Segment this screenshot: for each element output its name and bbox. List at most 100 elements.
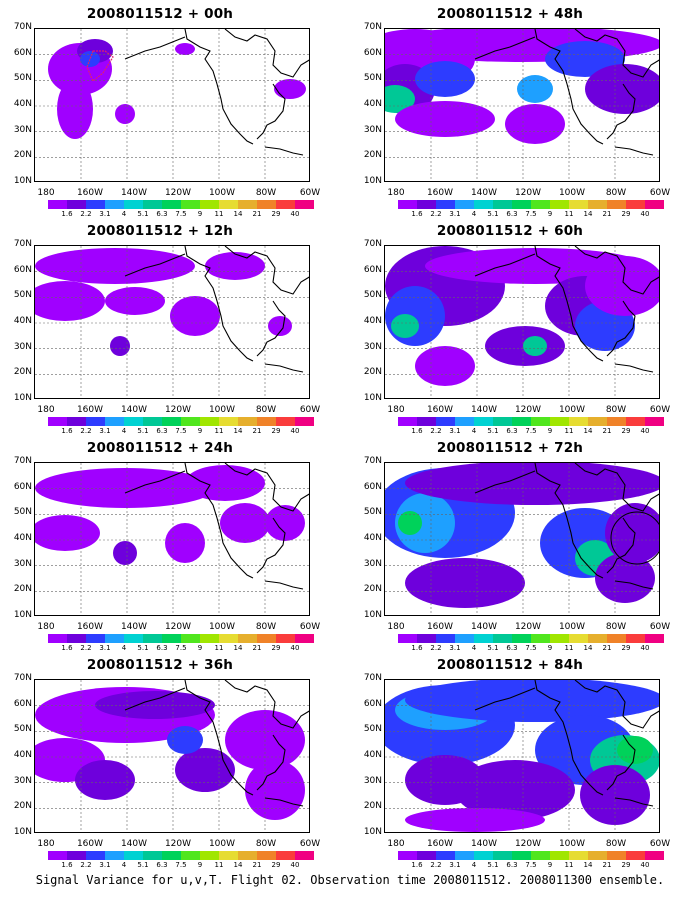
colorbar-swatch xyxy=(219,851,238,860)
latitude-label: 60N xyxy=(13,264,32,275)
variance-contour xyxy=(105,287,165,315)
variance-contour xyxy=(35,515,100,551)
colorbar-label: 1.6 xyxy=(411,861,423,869)
latitude-label: 50N xyxy=(13,724,32,735)
longitude-label: 100W xyxy=(558,188,586,198)
colorbar-swatch xyxy=(455,634,474,643)
colorbar-label: 5.1 xyxy=(137,644,149,652)
colorbar-label: 3.1 xyxy=(449,644,461,652)
colorbar-swatch xyxy=(493,200,512,209)
colorbar-label: 1.6 xyxy=(411,644,423,652)
colorbar-swatch xyxy=(105,851,124,860)
latitude-label: 50N xyxy=(13,290,32,301)
colorbar-swatch xyxy=(455,851,474,860)
map-plot xyxy=(34,679,310,833)
colorbar-swatch xyxy=(455,417,474,426)
panel-48h: 2008011512 + 48h 70N 60N 50N 40N 30N 20N 10N 18… xyxy=(350,0,690,218)
colorbar-swatch xyxy=(531,851,550,860)
longitude-label: 120W xyxy=(164,188,192,198)
map-svg xyxy=(35,463,309,615)
colorbar-label: 29 xyxy=(271,427,281,435)
colorbar-swatch xyxy=(417,200,436,209)
latitude-label: 40N xyxy=(363,316,382,326)
variance-contour xyxy=(405,463,659,505)
colorbar-swatch xyxy=(124,417,143,426)
panel-72h: 2008011512 + 72h 70N 60N 50N 40N 30N 20N 10N 18… xyxy=(350,434,690,652)
coastline xyxy=(474,246,659,373)
longitude-label: 80W xyxy=(605,188,627,198)
longitude-label: 160W xyxy=(76,622,104,632)
latitude-label: 60N xyxy=(363,698,382,709)
colorbar-swatch xyxy=(295,851,314,860)
colorbar-swatch xyxy=(493,851,512,860)
variance-contour xyxy=(505,104,565,144)
colorbar-swatch xyxy=(398,200,417,209)
colorbar-label: 29 xyxy=(271,861,281,869)
latitude-label: 50N xyxy=(13,73,32,84)
panel-title: 2008011512 + 60h xyxy=(436,223,584,239)
latitude-label: 40N xyxy=(13,750,32,760)
longitude-label: 180 xyxy=(37,188,55,198)
colorbar-swatch xyxy=(512,634,531,643)
colorbar-label: 9 xyxy=(197,210,203,218)
map-plot xyxy=(384,245,660,399)
variance-contour xyxy=(110,336,130,356)
latitude-label: 70N xyxy=(13,239,32,249)
figure-caption: Signal Variance for u,v,T. Flight 02. Ob… xyxy=(35,873,665,887)
colorbar-label: 21 xyxy=(252,644,262,652)
colorbar-label: 2.2 xyxy=(80,861,92,869)
colorbar-swatch xyxy=(86,851,105,860)
colorbar-label: 1.6 xyxy=(61,427,73,435)
colorbar-label: 2.2 xyxy=(430,427,442,435)
latitude-label: 40N xyxy=(13,533,32,543)
colorbar-label: 9 xyxy=(197,427,203,435)
longitude-label: 80W xyxy=(255,839,277,849)
map-plot xyxy=(384,679,660,833)
colorbar-swatch xyxy=(455,200,474,209)
colorbar-label: 4 xyxy=(121,644,127,652)
colorbar-swatch xyxy=(550,200,569,209)
colorbar xyxy=(398,634,664,643)
colorbar-label: 14 xyxy=(583,644,593,652)
colorbar-label: 4 xyxy=(121,210,127,218)
colorbar-swatch xyxy=(474,200,493,209)
colorbar-swatch xyxy=(531,417,550,426)
colorbar-swatch xyxy=(588,200,607,209)
panel-title: 2008011512 + 12h xyxy=(86,223,234,239)
colorbar-label: 5.1 xyxy=(487,644,499,652)
colorbar-swatch xyxy=(531,634,550,643)
colorbar-swatch xyxy=(67,634,86,643)
colorbar-label: 6.3 xyxy=(506,427,518,435)
colorbar-label: 11 xyxy=(214,861,224,869)
colorbar-swatch xyxy=(67,417,86,426)
latitude-label: 70N xyxy=(363,673,382,683)
latitude-label: 50N xyxy=(363,724,382,735)
longitude-label: 160W xyxy=(76,839,104,849)
colorbar-swatch xyxy=(436,417,455,426)
variance-contour xyxy=(220,503,270,543)
colorbar-swatch xyxy=(105,200,124,209)
latitude-label: 30N xyxy=(13,341,32,352)
variance-contour xyxy=(398,511,422,535)
colorbar-label: 1.6 xyxy=(61,861,73,869)
variance-contour xyxy=(415,346,475,386)
colorbar-label: 29 xyxy=(621,861,631,869)
latitude-label: 10N xyxy=(363,827,382,837)
colorbar-label: 6.3 xyxy=(156,210,168,218)
colorbar-label: 4 xyxy=(121,861,127,869)
latitude-label: 30N xyxy=(363,558,382,569)
colorbar-swatch xyxy=(181,851,200,860)
colorbar-label: 11 xyxy=(214,644,224,652)
longitude-label: 60W xyxy=(299,622,321,632)
colorbar-label: 3.1 xyxy=(99,861,111,869)
colorbar-label: 9 xyxy=(547,861,553,869)
colorbar-label: 40 xyxy=(640,427,650,435)
highlight-circle xyxy=(610,511,659,565)
colorbar xyxy=(398,200,664,209)
longitude-label: 60W xyxy=(649,839,671,849)
colorbar-swatch xyxy=(295,200,314,209)
latitude-label: 30N xyxy=(363,775,382,786)
colorbar-swatch xyxy=(124,200,143,209)
colorbar-swatch xyxy=(86,417,105,426)
variance-contour xyxy=(165,523,205,563)
